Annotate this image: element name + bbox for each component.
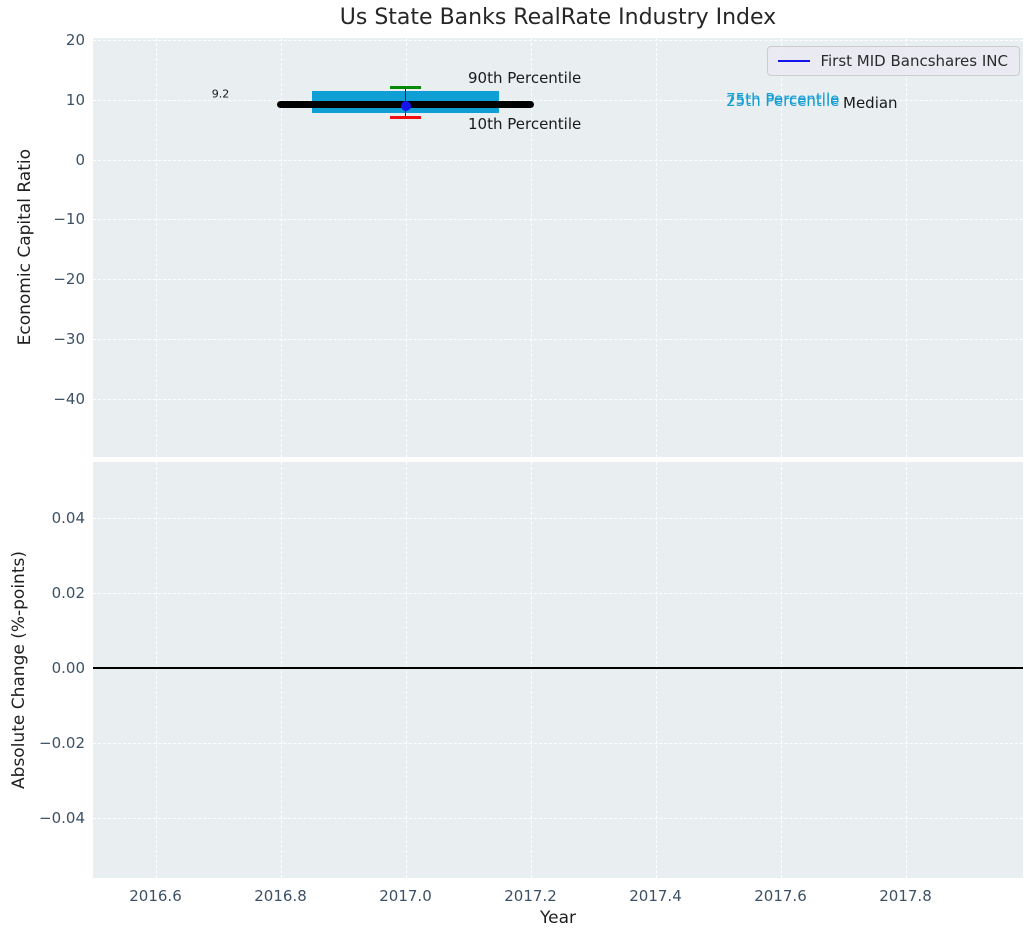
y-gridline [93,39,1023,41]
x-gridline [280,38,282,457]
y-gridline [93,219,1023,221]
y-tick-label: −40 [53,389,85,408]
legend-label: First MID Bancshares INC [820,52,1008,70]
top-plot-area: First MID Bancshares INC 9.2 90th Percent… [93,38,1023,457]
y-tick-label: −10 [53,210,85,229]
x-tick-label: 2017.8 [879,887,932,905]
x-tick-label: 2016.8 [254,887,307,905]
y-gridline [93,817,1023,819]
company-value-dot [400,100,411,111]
legend: First MID Bancshares INC [767,46,1020,76]
y-gridline [93,592,1023,594]
zero-line [93,666,1023,669]
top-y-axis-label: Economic Capital Ratio [15,149,35,346]
bottom-plot-area [93,462,1023,878]
x-gridline [280,462,282,878]
p90-cap [389,85,422,89]
y-tick-label: 0 [75,150,85,169]
x-tick-label: 2017.0 [379,887,432,905]
x-gridline [155,38,157,457]
y-gridline [93,159,1023,161]
x-axis-label: Year [540,908,576,928]
x-gridline [155,462,157,878]
annotation-10th-percentile: 10th Percentile [468,114,582,133]
y-gridline [93,517,1023,519]
y-tick-label: 20 [65,30,85,49]
y-tick-label: −20 [53,270,85,289]
annotation-9-2: 9.2 [211,87,230,101]
x-tick-label: 2016.6 [129,887,182,905]
x-gridline [780,462,782,878]
x-gridline [905,38,907,457]
x-gridline [405,38,407,457]
x-tick-label: 2017.4 [629,887,682,905]
y-tick-label: 0.04 [51,508,85,527]
x-tick-label: 2017.6 [754,887,807,905]
y-tick-label: −0.04 [39,808,85,827]
x-gridline [905,462,907,878]
x-gridline [530,462,532,878]
annotation-25th-percentile: 25th Percentile [726,91,840,110]
annotation-90th-percentile: 90th Percentile [468,69,582,88]
y-tick-label: −0.02 [39,733,85,752]
y-tick-label: 0.00 [51,658,85,677]
y-tick-label: 10 [65,90,85,109]
y-gridline [93,99,1023,101]
x-tick-label: 2017.2 [504,887,557,905]
y-tick-label: −30 [53,330,85,349]
x-gridline [780,38,782,457]
p10-cap [389,115,422,119]
annotation-median: Median [843,93,898,112]
x-gridline [405,462,407,878]
x-gridline [655,462,657,878]
y-gridline [93,339,1023,341]
y-gridline [93,279,1023,281]
y-gridline [93,742,1023,744]
chart-title: Us State Banks RealRate Industry Index [339,5,777,30]
x-gridline [530,38,532,457]
x-gridline [655,38,657,457]
legend-line-sample [778,60,811,62]
annotation-75th-percentile: 75th Percentile [726,90,840,109]
y-gridline [93,398,1023,400]
y-tick-label: 0.02 [51,583,85,602]
